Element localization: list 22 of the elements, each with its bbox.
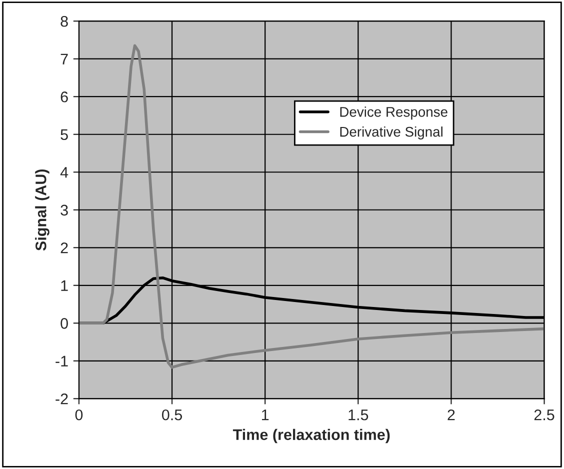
y-axis-title: Signal (AU) xyxy=(35,169,50,251)
y-tick-label: 4 xyxy=(60,167,68,178)
x-tick-label: 1.5 xyxy=(348,410,368,420)
legend-label: Device Response xyxy=(340,106,448,120)
y-tick-label: 1 xyxy=(61,280,68,291)
x-tick-label: 0.5 xyxy=(162,409,182,420)
y-tick-label: 2 xyxy=(60,242,68,254)
y-tick-label: 8 xyxy=(60,16,68,27)
y-tick-label: 0 xyxy=(60,318,68,329)
x-axis-title: Time (relaxation time) xyxy=(232,428,390,444)
y-tick-label: 5 xyxy=(60,129,68,140)
legend-label: Derivative Signal xyxy=(340,126,442,140)
x-tick-label: 2 xyxy=(448,409,455,420)
y-tick-label: 3 xyxy=(60,204,68,216)
line-series xyxy=(78,44,544,369)
y-tick-label: 6 xyxy=(60,91,68,102)
y-tick-label: -1 xyxy=(56,356,68,366)
y-tick-label: 7 xyxy=(60,54,68,64)
x-tick-label: 1 xyxy=(262,410,269,420)
x-tick-label: 2.5 xyxy=(534,409,554,420)
x-tick-label: 0 xyxy=(75,409,83,420)
y-tick-label: -2 xyxy=(56,394,68,404)
